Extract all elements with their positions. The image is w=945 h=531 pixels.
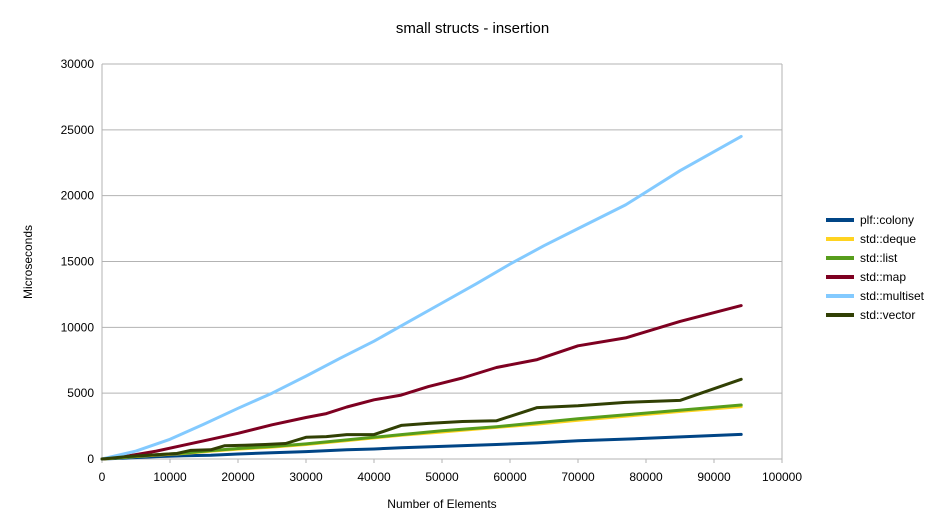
legend-swatch: [826, 274, 854, 279]
y-axis-ticks: 0 5000 10000 15000 20000 25000 30000: [61, 57, 95, 466]
y-tick-label: 25000: [61, 123, 95, 137]
y-tick-label: 15000: [61, 255, 95, 269]
legend-item: std::list: [826, 248, 924, 267]
x-tick-label: 20000: [221, 470, 255, 484]
x-tick-label: 10000: [153, 470, 187, 484]
y-tick-label: 30000: [61, 57, 95, 71]
x-tick-label: 100000: [762, 470, 802, 484]
x-tick-label: 40000: [357, 470, 391, 484]
legend-swatch: [826, 293, 854, 298]
y-tick-label: 5000: [67, 386, 94, 400]
x-tick-label: 70000: [561, 470, 595, 484]
x-tick-label: 50000: [425, 470, 459, 484]
legend-swatch: [826, 236, 854, 241]
series-line-std-map: [100, 304, 743, 461]
y-tick-label: 10000: [61, 320, 95, 334]
x-axis-ticks: 0 10000 20000 30000 40000 50000 60000 70000 8000…: [99, 459, 802, 484]
legend-label: plf::colony: [860, 212, 915, 227]
legend-item: plf::colony: [826, 210, 924, 229]
x-tick-label: 90000: [697, 470, 731, 484]
x-tick-label: 80000: [629, 470, 663, 484]
legend-item: std::map: [826, 267, 924, 286]
x-tick-label: 0: [99, 470, 106, 484]
legend-label: std::list: [860, 250, 898, 265]
y-tick-label: 0: [87, 452, 94, 466]
legend-label: std::vector: [860, 307, 916, 322]
legend-swatch: [826, 217, 854, 222]
legend-item: std::vector: [826, 305, 924, 324]
series-line-plf-colony: [100, 432, 743, 461]
chart-title: small structs - insertion: [395, 20, 550, 37]
x-tick-label: 30000: [289, 470, 323, 484]
x-axis-label: Number of Elements: [387, 497, 497, 511]
legend-label: std::map: [860, 269, 907, 284]
legend-label: std::multiset: [860, 288, 925, 303]
series-lines: [100, 134, 743, 461]
legend-swatch: [826, 255, 854, 260]
series-line-std-multiset: [100, 134, 743, 461]
legend-item: std::multiset: [826, 286, 924, 305]
y-tick-label: 20000: [61, 189, 95, 203]
series-line-std-vector: [100, 377, 743, 461]
legend-item: std::deque: [826, 229, 924, 248]
grid-lines: [101, 63, 783, 460]
x-tick-label: 60000: [493, 470, 527, 484]
legend-swatch: [826, 312, 854, 317]
legend-label: std::deque: [860, 231, 917, 246]
